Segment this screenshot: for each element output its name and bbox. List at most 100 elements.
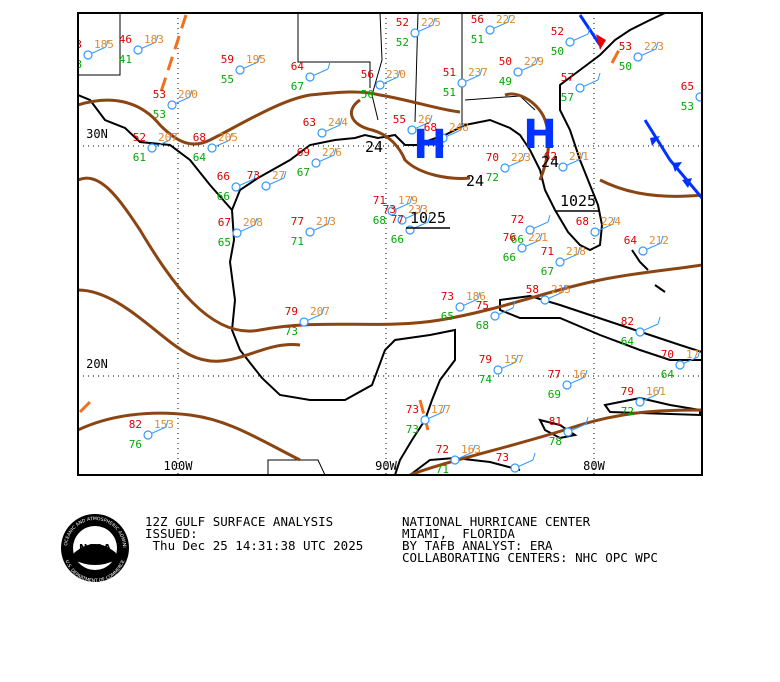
station-plots: 3 185 8 46 183 41 59 195 55 53 200 53 52 207 61 68 205 64… bbox=[75, 13, 702, 475]
station-pressure: 208 bbox=[243, 216, 263, 229]
latitude-label: 30N bbox=[86, 127, 108, 141]
wind-barb-feather bbox=[584, 369, 588, 378]
station-dewpoint: 66 bbox=[391, 233, 404, 246]
station-pressure: 229 bbox=[524, 55, 544, 68]
station-dewpoint: 50 bbox=[619, 60, 632, 73]
station-dewpoint: 65 bbox=[441, 310, 454, 323]
station-temperature: 46 bbox=[119, 33, 132, 46]
wind-barb-feather bbox=[254, 217, 258, 226]
station-circle bbox=[490, 311, 500, 321]
station-temperature: 72 bbox=[511, 213, 524, 226]
station-pressure: 223 bbox=[511, 151, 531, 164]
station-temperature: 56 bbox=[471, 13, 484, 26]
station-circle bbox=[235, 65, 245, 75]
station-pressure: 224 bbox=[601, 215, 621, 228]
wind-barb-feather bbox=[321, 306, 325, 315]
longitude-label: 90W bbox=[375, 459, 397, 473]
station-circle bbox=[635, 327, 645, 337]
wind-barb-feather bbox=[397, 69, 401, 78]
station-temperature: 58 bbox=[526, 283, 539, 296]
station-dewpoint: 55 bbox=[221, 73, 234, 86]
wind-barb-feather bbox=[229, 132, 233, 141]
wind-barb-feather bbox=[169, 132, 173, 141]
station-temperature: 55 bbox=[393, 113, 406, 126]
station-dewpoint: 8 bbox=[75, 58, 82, 71]
station-pressure: 207 bbox=[158, 131, 178, 144]
wind-barb-feather bbox=[253, 171, 257, 180]
station-pressure: 230 bbox=[386, 68, 406, 81]
wind-barb-feather bbox=[507, 14, 511, 23]
station-temperature: 68 bbox=[424, 121, 437, 134]
station-temperature: 57 bbox=[561, 71, 574, 84]
station-circle bbox=[590, 227, 600, 237]
station-circle bbox=[420, 415, 430, 425]
station-pressure: 153 bbox=[154, 418, 174, 431]
wind-barb-feather bbox=[409, 195, 413, 204]
station-circle bbox=[397, 215, 407, 225]
station-dewpoint: 66 bbox=[511, 233, 524, 246]
station-dewpoint: 50 bbox=[361, 88, 374, 101]
station-temperature: 71 bbox=[373, 194, 386, 207]
longitude-label: 80W bbox=[583, 459, 605, 473]
station-circle bbox=[500, 163, 510, 173]
station-temperature: 79 bbox=[621, 385, 634, 398]
station-dewpoint: 73 bbox=[406, 423, 419, 436]
station-circle bbox=[457, 78, 467, 88]
station-temperature: 68 bbox=[193, 131, 206, 144]
cold-front bbox=[578, 14, 702, 199]
station-circle bbox=[438, 133, 448, 143]
station-temperature: 66 bbox=[217, 170, 230, 183]
station-temperature: 53 bbox=[153, 88, 166, 101]
map-background bbox=[78, 13, 702, 475]
station-circle bbox=[695, 92, 702, 102]
station-circle bbox=[450, 455, 460, 465]
station-temperature: 72 bbox=[436, 443, 449, 456]
station-pressure: 221 bbox=[528, 231, 548, 244]
wind-barb-feather bbox=[477, 291, 481, 300]
station-circle bbox=[405, 225, 415, 235]
station-temperature: 81 bbox=[549, 415, 562, 428]
station-pressure: 161 bbox=[646, 385, 666, 398]
wind-barb-feather bbox=[327, 216, 331, 225]
station-pressure: 200 bbox=[178, 88, 198, 101]
station-dewpoint: 74 bbox=[479, 373, 493, 386]
station-circle bbox=[261, 181, 271, 191]
station-pressure: 179 bbox=[398, 194, 418, 207]
wind-barb-feather bbox=[522, 152, 526, 161]
station-dewpoint: 51 bbox=[443, 86, 456, 99]
coastlines bbox=[78, 13, 702, 475]
station-temperature: 3 bbox=[75, 38, 82, 51]
station-pressure: 163 bbox=[461, 443, 481, 456]
station-dewpoint: 67 bbox=[291, 80, 304, 93]
longitude-label: 100W bbox=[164, 459, 194, 473]
station-pressure: 237 bbox=[468, 66, 488, 79]
station-temperature: 69 bbox=[297, 146, 310, 159]
station-temperature: 63 bbox=[303, 116, 316, 129]
station-temperature: 76 bbox=[503, 231, 516, 244]
station-circle bbox=[555, 257, 565, 267]
station-circle bbox=[513, 67, 523, 77]
station-pressure: 26 bbox=[418, 113, 431, 126]
station-pressure: 215 bbox=[551, 283, 571, 296]
wind-barb-feather bbox=[257, 54, 261, 63]
station-dewpoint: 64 bbox=[621, 335, 635, 348]
station-circle bbox=[635, 397, 645, 407]
station-temperature: 68 bbox=[576, 215, 589, 228]
wind-barb-feather bbox=[429, 114, 433, 123]
station-dewpoint: 76 bbox=[129, 438, 142, 451]
station-circle bbox=[147, 143, 157, 153]
station-pressure: 248 bbox=[449, 121, 469, 134]
pressure-label: 24 bbox=[541, 153, 559, 171]
pressure-label: 1025 bbox=[560, 192, 596, 210]
footer-right-line: MIAMI, FLORIDA bbox=[402, 526, 515, 541]
station-circle bbox=[387, 206, 397, 216]
station-temperature: 52 bbox=[551, 25, 564, 38]
station-dewpoint: 66 bbox=[217, 190, 230, 203]
station-pressure: 205 bbox=[218, 131, 238, 144]
wind-barb-feather bbox=[697, 349, 701, 358]
station-pressure: 186 bbox=[466, 290, 486, 303]
station-pressure: 222 bbox=[496, 13, 516, 26]
station-temperature: 73 bbox=[383, 203, 396, 216]
station-pressure: 16 bbox=[573, 368, 586, 381]
